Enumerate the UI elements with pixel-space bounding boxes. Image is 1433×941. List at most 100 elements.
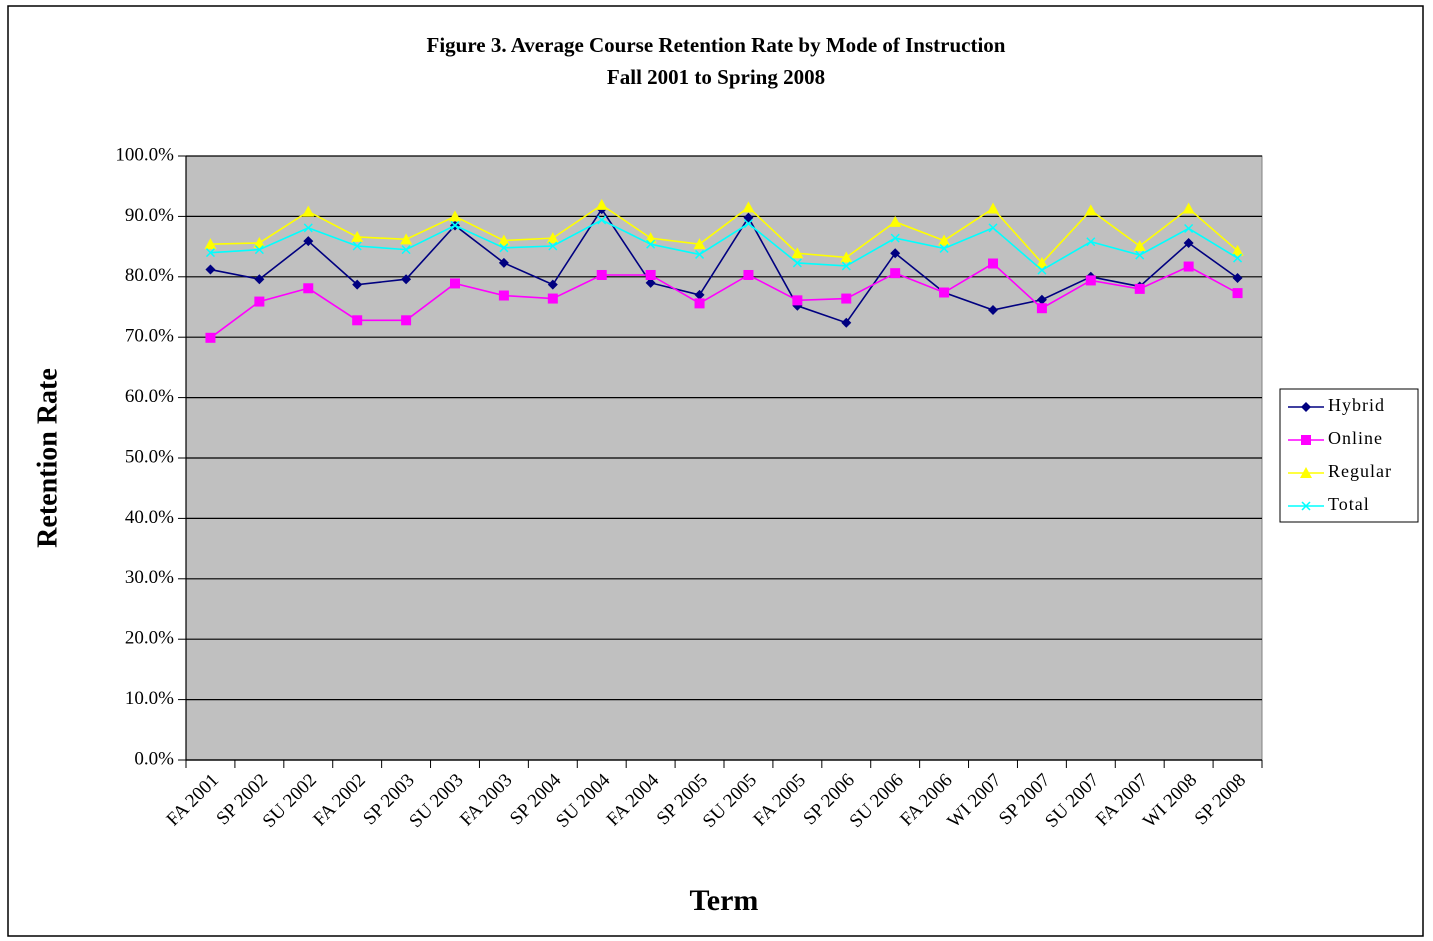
chart-title: Figure 3. Average Course Retention Rate … (427, 33, 1006, 57)
marker (1301, 402, 1311, 412)
marker (302, 205, 315, 217)
marker (988, 258, 998, 269)
marker (841, 261, 851, 271)
series-line (210, 219, 1238, 272)
marker (791, 247, 804, 259)
y-tick-label: 90.0% (125, 205, 174, 226)
legend-box (1279, 388, 1419, 523)
marker (1301, 435, 1311, 445)
marker (841, 317, 852, 328)
marker (694, 289, 705, 300)
series-line (210, 203, 1239, 265)
y-axis-label: Retention Rate (32, 368, 63, 548)
marker (401, 315, 412, 326)
marker (1035, 256, 1048, 268)
marker (1084, 204, 1097, 216)
marker (645, 277, 656, 288)
marker (548, 241, 558, 251)
marker (890, 268, 901, 279)
marker (1135, 250, 1145, 260)
marker (498, 290, 509, 301)
marker (646, 239, 656, 249)
marker (499, 243, 509, 253)
marker (988, 305, 998, 316)
marker (449, 210, 461, 222)
marker (497, 234, 510, 246)
legend-label: Total (1328, 494, 1370, 514)
marker (1085, 275, 1096, 286)
x-axis-label: Term (690, 884, 759, 917)
marker (303, 223, 313, 233)
y-tick-label: 100.0% (115, 144, 174, 165)
marker (743, 269, 754, 280)
marker (1231, 244, 1244, 256)
marker (253, 236, 266, 248)
marker (1086, 237, 1096, 247)
marker (546, 232, 559, 244)
marker (988, 223, 998, 233)
marker (841, 293, 852, 304)
marker (1037, 265, 1047, 275)
legend-label: Online (1328, 428, 1383, 448)
marker (400, 233, 413, 245)
marker (1182, 202, 1195, 214)
marker (595, 198, 608, 210)
marker (596, 269, 607, 280)
marker (450, 278, 460, 289)
legend-label: Hybrid (1328, 395, 1385, 415)
marker (890, 248, 901, 259)
y-tick-label: 20.0% (125, 628, 174, 649)
marker (1301, 501, 1311, 511)
marker (450, 220, 460, 230)
marker (205, 248, 215, 258)
marker (840, 251, 853, 263)
marker (694, 298, 705, 309)
series-line (210, 207, 1239, 324)
y-tick-label: 70.0% (125, 326, 174, 347)
y-tick-label: 50.0% (125, 446, 174, 467)
marker (742, 201, 755, 213)
y-tick-label: 30.0% (125, 567, 174, 588)
chart-subtitle: Fall 2001 to Spring 2008 (607, 65, 825, 89)
marker (1232, 288, 1243, 299)
marker (597, 215, 607, 225)
marker (1036, 303, 1047, 314)
marker (547, 293, 558, 304)
marker (352, 279, 363, 290)
marker (351, 230, 364, 242)
marker (1300, 467, 1312, 478)
marker (1133, 239, 1146, 251)
marker (254, 245, 264, 255)
marker (352, 315, 363, 326)
marker (939, 243, 949, 253)
marker (889, 215, 902, 227)
marker (1233, 253, 1243, 263)
y-tick-label: 80.0% (125, 265, 174, 286)
marker (693, 238, 706, 250)
marker (938, 234, 951, 246)
marker (987, 202, 999, 214)
marker (792, 295, 803, 306)
y-tick-label: 10.0% (125, 688, 174, 709)
marker (792, 258, 802, 268)
marker (204, 238, 217, 250)
marker (645, 269, 656, 280)
marker (254, 274, 265, 285)
y-tick-label: 60.0% (125, 386, 174, 407)
marker (1183, 237, 1194, 248)
marker (743, 219, 753, 229)
marker (890, 233, 900, 243)
marker (1232, 273, 1243, 284)
marker (254, 296, 265, 307)
marker (695, 249, 705, 259)
series-line (209, 262, 1238, 339)
marker (1036, 294, 1047, 305)
marker (303, 283, 314, 294)
marker (1183, 261, 1194, 272)
marker (401, 274, 412, 285)
marker (401, 245, 411, 255)
marker (205, 264, 216, 275)
marker (1134, 283, 1145, 294)
